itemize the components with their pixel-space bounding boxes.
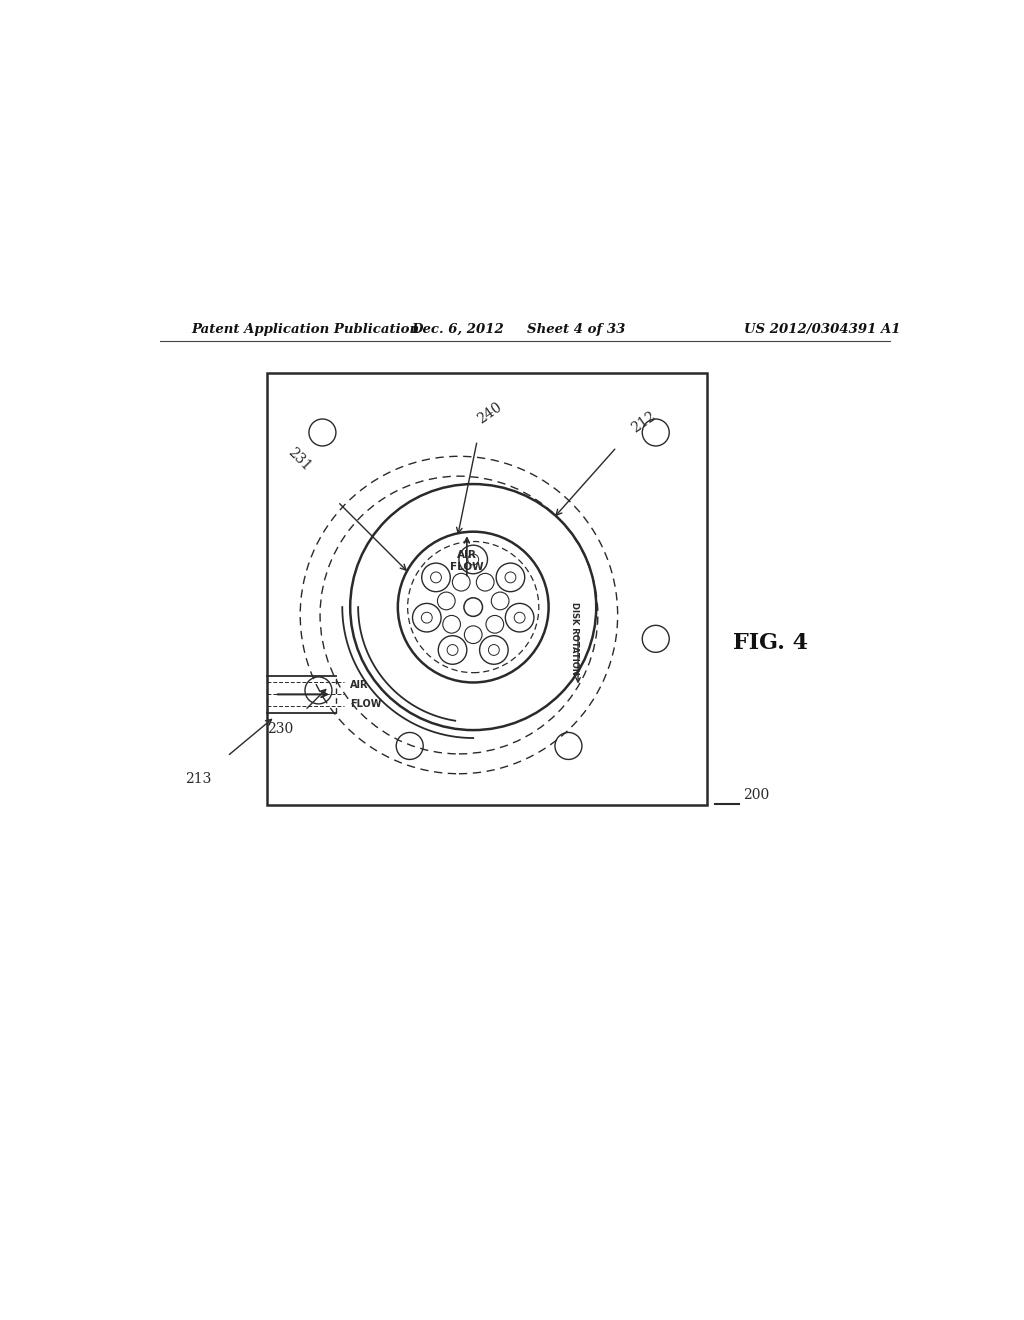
Circle shape <box>476 573 494 591</box>
Text: FLOW: FLOW <box>451 562 483 573</box>
Text: 200: 200 <box>743 788 769 801</box>
Circle shape <box>421 612 432 623</box>
Text: Dec. 6, 2012: Dec. 6, 2012 <box>411 323 504 335</box>
Circle shape <box>447 644 458 656</box>
Circle shape <box>459 545 487 574</box>
Text: FLOW: FLOW <box>350 698 382 709</box>
Text: 212: 212 <box>629 409 658 436</box>
Text: Sheet 4 of 33: Sheet 4 of 33 <box>527 323 626 335</box>
Circle shape <box>486 615 504 634</box>
Circle shape <box>437 593 455 610</box>
Circle shape <box>488 644 500 656</box>
Circle shape <box>479 636 508 664</box>
Text: AIR: AIR <box>350 680 369 690</box>
Circle shape <box>464 598 482 616</box>
Circle shape <box>430 572 441 583</box>
Text: 231: 231 <box>286 445 314 474</box>
Circle shape <box>464 626 482 644</box>
Circle shape <box>497 564 524 591</box>
Circle shape <box>422 564 451 591</box>
Circle shape <box>514 612 525 623</box>
Circle shape <box>492 593 509 610</box>
Text: Patent Application Publication: Patent Application Publication <box>191 323 420 335</box>
Circle shape <box>442 615 461 634</box>
Text: FIG. 4: FIG. 4 <box>733 632 808 653</box>
Text: AIR: AIR <box>457 549 477 560</box>
Text: 240: 240 <box>474 400 504 426</box>
Circle shape <box>506 603 534 632</box>
Circle shape <box>468 554 478 565</box>
Circle shape <box>438 636 467 664</box>
Circle shape <box>413 603 441 632</box>
Text: US 2012/0304391 A1: US 2012/0304391 A1 <box>744 323 901 335</box>
Text: 230: 230 <box>267 722 293 737</box>
Bar <box>267 374 708 805</box>
Circle shape <box>453 573 470 591</box>
Text: 213: 213 <box>185 772 211 787</box>
Circle shape <box>505 572 516 583</box>
Text: DISK ROTATION: DISK ROTATION <box>569 602 579 676</box>
